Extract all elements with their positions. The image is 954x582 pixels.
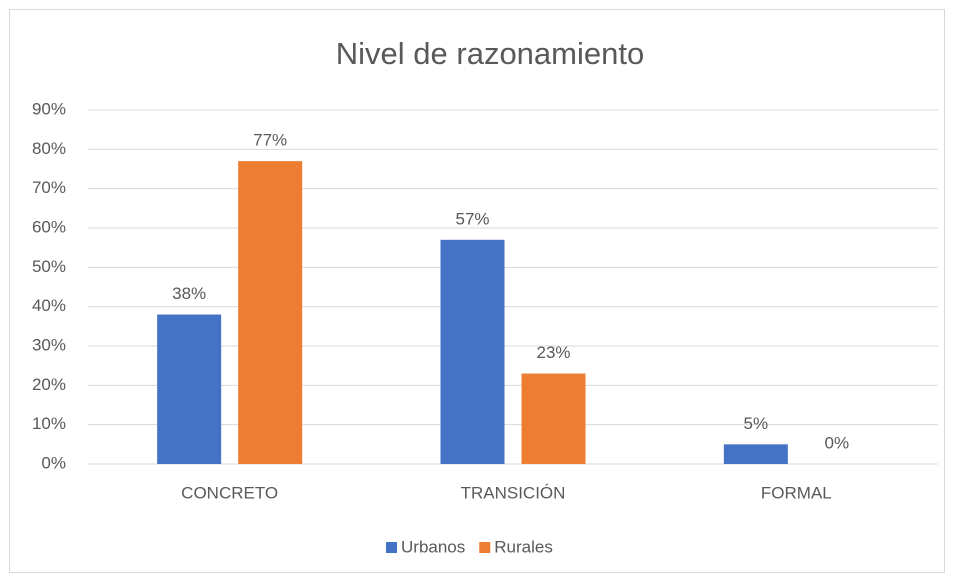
bar [238,161,303,464]
y-tick-label: 40% [32,296,66,315]
y-tick-label: 0% [41,453,66,472]
legend-label: Urbanos [401,537,465,556]
bar [440,239,505,464]
x-tick-label: CONCRETO [181,483,278,502]
bar [521,373,586,464]
bar [157,314,222,464]
data-label: 0% [825,433,850,452]
data-label: 5% [744,414,769,433]
legend-swatch [386,542,397,553]
x-tick-label: TRANSICIÓN [461,483,566,502]
y-tick-label: 70% [32,178,66,197]
y-tick-label: 20% [32,375,66,394]
y-tick-label: 30% [32,335,66,354]
data-label: 77% [253,131,287,150]
data-label: 38% [172,284,206,303]
y-tick-label: 50% [32,257,66,276]
legend-swatch [479,542,491,553]
legend-label: Rurales [494,537,553,556]
y-tick-label: 10% [32,414,66,433]
y-tick-label: 60% [32,217,66,236]
chart-title: Nivel de razonamiento [336,36,644,71]
y-tick-label: 90% [32,99,66,118]
x-tick-label: FORMAL [761,483,832,502]
y-tick-label: 80% [32,139,66,158]
data-label: 57% [455,209,489,228]
data-label: 23% [536,343,570,362]
bar [723,444,788,464]
